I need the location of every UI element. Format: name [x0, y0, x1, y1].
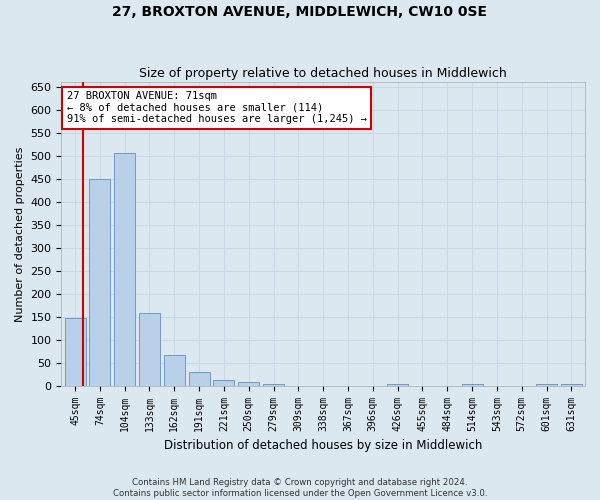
Text: 27, BROXTON AVENUE, MIDDLEWICH, CW10 0SE: 27, BROXTON AVENUE, MIDDLEWICH, CW10 0SE	[113, 5, 487, 19]
Bar	[561, 384, 582, 386]
Bar	[65, 318, 86, 386]
Bar	[238, 382, 259, 386]
Bar	[536, 384, 557, 386]
Bar	[461, 384, 482, 386]
Bar	[89, 179, 110, 386]
Text: Contains HM Land Registry data © Crown copyright and database right 2024.
Contai: Contains HM Land Registry data © Crown c…	[113, 478, 487, 498]
Bar	[263, 384, 284, 386]
Text: 27 BROXTON AVENUE: 71sqm
← 8% of detached houses are smaller (114)
91% of semi-d: 27 BROXTON AVENUE: 71sqm ← 8% of detache…	[67, 91, 367, 124]
Bar	[139, 314, 160, 386]
Bar	[387, 384, 408, 386]
Bar	[164, 356, 185, 386]
X-axis label: Distribution of detached houses by size in Middlewich: Distribution of detached houses by size …	[164, 440, 482, 452]
Bar	[214, 380, 235, 386]
Title: Size of property relative to detached houses in Middlewich: Size of property relative to detached ho…	[139, 66, 507, 80]
Bar	[188, 372, 209, 386]
Y-axis label: Number of detached properties: Number of detached properties	[15, 146, 25, 322]
Bar	[114, 152, 135, 386]
